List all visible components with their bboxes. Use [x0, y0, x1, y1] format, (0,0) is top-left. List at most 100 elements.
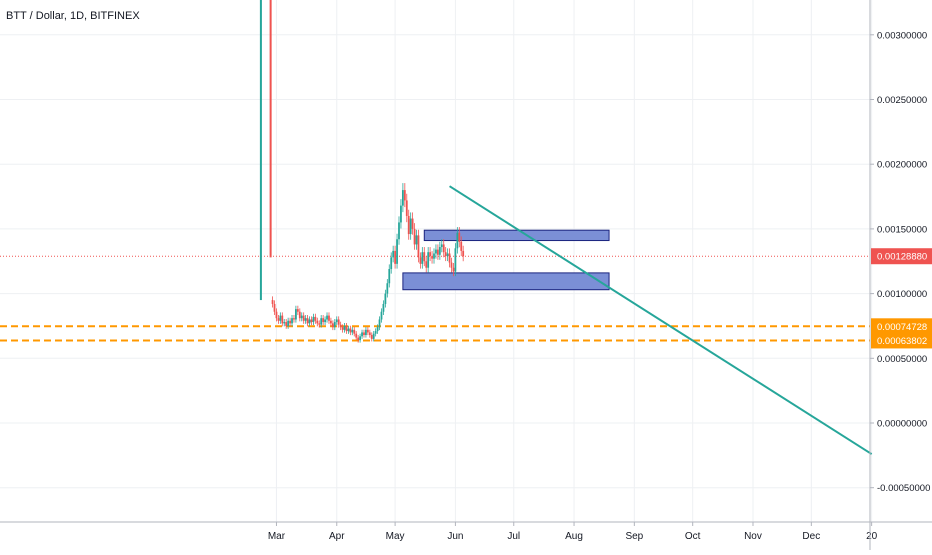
candle [361, 332, 363, 337]
candle [442, 244, 445, 253]
candle [446, 253, 449, 257]
candle [316, 320, 319, 324]
y-tick-label: 0.00150000 [877, 224, 927, 235]
candle [390, 257, 393, 270]
candle [296, 309, 299, 312]
candle [366, 329, 369, 333]
y-tick-label: 0.00300000 [877, 30, 927, 41]
candle [421, 252, 424, 264]
x-tick-label: Aug [565, 531, 583, 542]
zone-rectangle [402, 272, 610, 291]
candle [335, 319, 338, 323]
candle [423, 252, 426, 262]
candle [386, 283, 389, 294]
candle [353, 329, 356, 334]
candle [324, 319, 326, 323]
x-tick-label: Nov [744, 531, 762, 542]
candle [413, 228, 416, 245]
x-tick-label: Dec [802, 531, 820, 542]
x-tick-label: Sep [625, 531, 643, 542]
y-tick-label: 0.00250000 [877, 95, 927, 106]
candle [359, 336, 361, 341]
candle [436, 249, 439, 255]
candle [328, 315, 330, 321]
candle [279, 315, 282, 321]
candle [275, 311, 278, 319]
candle [330, 320, 332, 324]
candle [345, 325, 348, 332]
candle [331, 323, 334, 328]
candle [440, 244, 443, 248]
candle [411, 218, 414, 229]
horizontal-levels [0, 255, 870, 342]
candle [363, 332, 365, 336]
candle [372, 333, 375, 339]
chart-title: BTT / Dollar, 1D, BITFINEX [6, 10, 140, 22]
candle [429, 252, 432, 257]
candle [295, 309, 297, 320]
candle [398, 222, 400, 240]
candle [302, 315, 305, 321]
candle [427, 252, 430, 268]
candle [374, 331, 377, 334]
candle [405, 200, 408, 216]
candle [341, 327, 344, 330]
candle [370, 335, 373, 339]
candle [392, 250, 395, 258]
level-price-label: 0.00063802 [877, 336, 927, 347]
candle [433, 253, 435, 259]
candle [312, 316, 315, 323]
x-tick-label: Jun [447, 531, 463, 542]
candle [322, 318, 325, 323]
level-price-tag [871, 332, 932, 349]
candle [380, 311, 383, 320]
candle [357, 337, 360, 341]
candle [365, 329, 367, 336]
candle [376, 327, 379, 332]
grid [0, 0, 873, 522]
candle [349, 328, 352, 333]
y-tick-label: 0.00050000 [877, 354, 927, 365]
current-price-label: 0.00128880 [877, 252, 927, 263]
current-price-tag [871, 248, 932, 265]
candle [343, 325, 346, 330]
y-tick-label: -0.00050000 [877, 483, 930, 494]
candle [396, 239, 398, 264]
candle [273, 303, 276, 312]
candle [384, 293, 387, 304]
candle [355, 333, 358, 338]
candle [318, 323, 321, 325]
candle [394, 250, 397, 264]
candle [337, 319, 340, 325]
candle [388, 269, 391, 284]
candle [289, 320, 291, 324]
candle [300, 315, 303, 319]
candle [438, 247, 441, 255]
candle [308, 319, 311, 324]
x-tick-label: Mar [268, 531, 286, 542]
candle [339, 324, 342, 328]
candles [259, 0, 465, 343]
candle [452, 267, 455, 272]
candle [347, 328, 350, 332]
candle [320, 318, 323, 325]
candle [435, 249, 437, 254]
candle [298, 311, 301, 319]
y-tick-label: 0.00200000 [877, 160, 927, 171]
candle [409, 218, 412, 235]
candle [368, 332, 371, 336]
y-tick-label: 0.00100000 [877, 289, 927, 300]
candle [269, 0, 272, 258]
candle [400, 205, 402, 223]
candle [285, 322, 288, 326]
candle [287, 320, 290, 326]
candle [291, 318, 293, 324]
candle [351, 329, 354, 333]
candle [403, 190, 406, 201]
candle [417, 235, 420, 258]
candle [277, 318, 280, 321]
candle [460, 241, 463, 251]
candle [310, 319, 313, 323]
